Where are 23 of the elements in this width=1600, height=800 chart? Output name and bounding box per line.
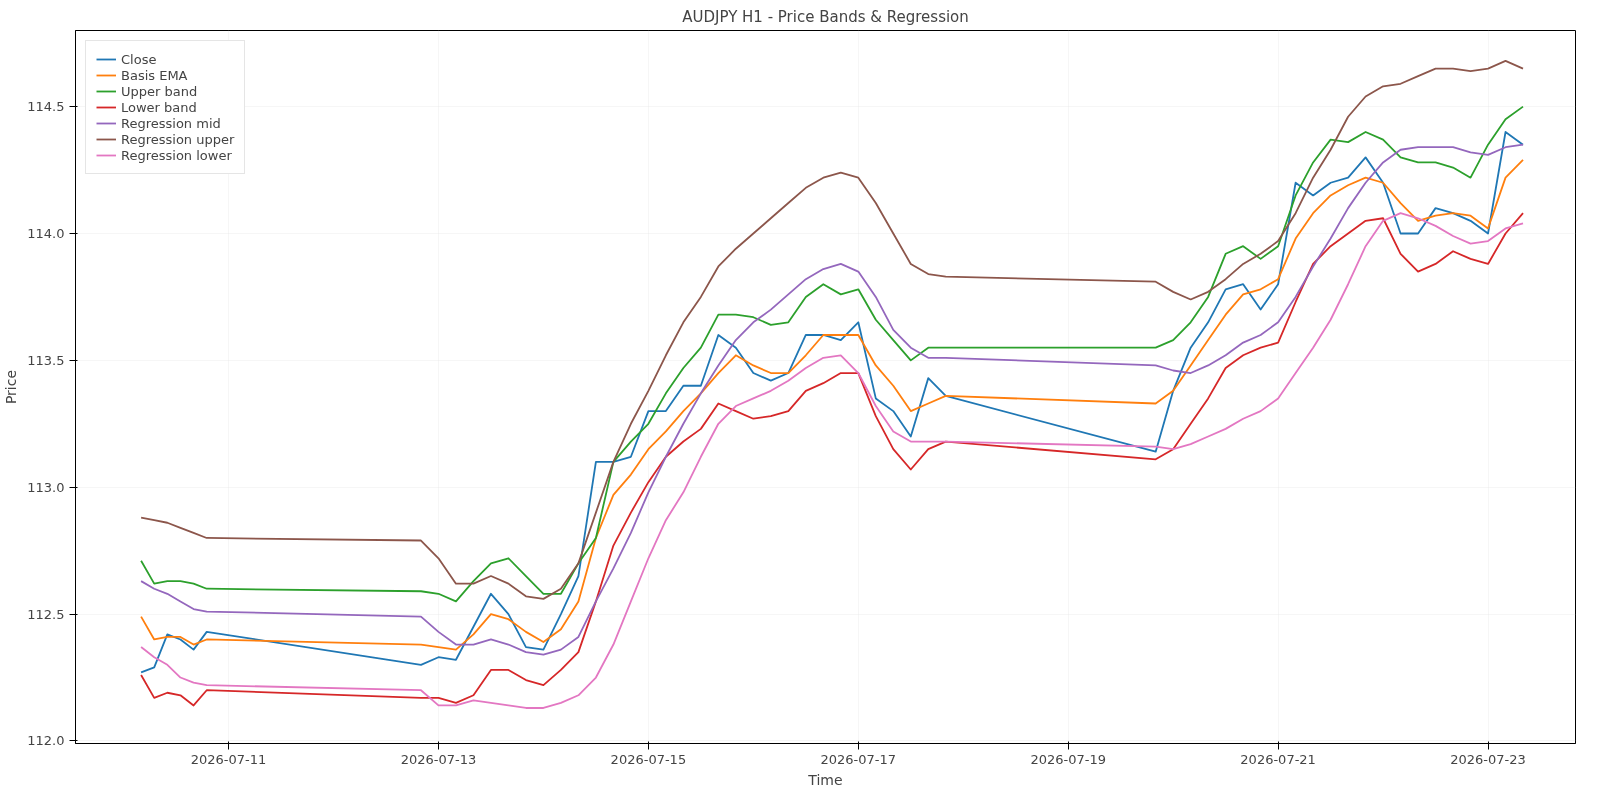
legend-label: Lower band xyxy=(121,99,197,115)
legend-label: Regression upper xyxy=(121,131,235,147)
legend-label: Upper band xyxy=(121,83,198,99)
legend-label: Basis EMA xyxy=(121,67,188,83)
legend-label: Regression lower xyxy=(121,147,232,163)
legend-label: Regression mid xyxy=(121,115,221,131)
y-tick-label: 113.0 xyxy=(27,479,65,495)
y-tick-label: 112.5 xyxy=(27,606,65,622)
x-tick-label: 2026-07-19 xyxy=(1030,751,1106,767)
y-tick-label: 114.5 xyxy=(27,99,65,115)
x-axis-title: Time xyxy=(807,771,843,788)
x-tick-label: 2026-07-11 xyxy=(190,751,267,767)
legend-label: Close xyxy=(121,51,157,67)
y-tick-label: 113.5 xyxy=(27,352,65,368)
y-tick-label: 112.0 xyxy=(27,733,65,749)
x-tick-label: 2026-07-13 xyxy=(400,751,477,767)
chart-title: AUDJPY H1 - Price Bands & Regression xyxy=(682,7,969,26)
x-tick-label: 2026-07-17 xyxy=(820,751,897,767)
x-tick-label: 2026-07-21 xyxy=(1240,751,1316,767)
x-tick-label: 2026-07-15 xyxy=(610,751,687,767)
y-tick-label: 114.0 xyxy=(27,225,65,241)
y-axis-title: Price xyxy=(3,369,20,405)
x-tick-label: 2026-07-23 xyxy=(1450,751,1526,767)
